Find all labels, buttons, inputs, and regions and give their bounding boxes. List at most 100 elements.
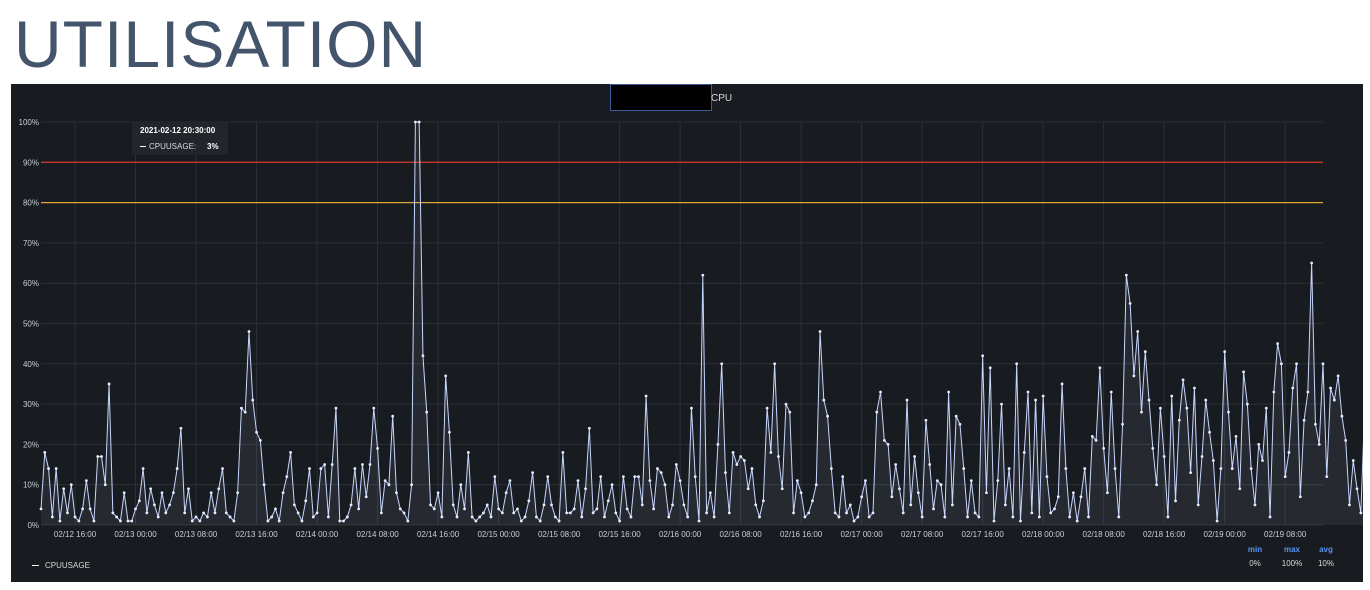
data-point bbox=[576, 479, 580, 483]
data-point bbox=[168, 503, 171, 507]
data-point bbox=[777, 455, 780, 458]
data-point bbox=[1249, 467, 1253, 470]
data-point bbox=[1261, 459, 1264, 462]
data-point bbox=[410, 483, 414, 487]
stat-max-header[interactable]: max bbox=[1283, 545, 1300, 554]
data-point bbox=[327, 515, 330, 519]
data-point bbox=[1196, 503, 1200, 507]
data-point bbox=[153, 503, 156, 507]
data-point bbox=[799, 491, 803, 495]
data-point bbox=[429, 503, 432, 507]
data-point bbox=[1045, 475, 1049, 479]
y-tick-label: 60% bbox=[23, 279, 39, 288]
data-point bbox=[761, 499, 765, 503]
data-point bbox=[1049, 511, 1053, 515]
data-point bbox=[1087, 515, 1090, 519]
data-point bbox=[727, 511, 731, 515]
data-point bbox=[1094, 438, 1098, 442]
slide-title: UTILISATION bbox=[14, 7, 428, 81]
data-point bbox=[935, 479, 939, 483]
data-point bbox=[251, 398, 255, 402]
stat-avg-header[interactable]: avg bbox=[1319, 545, 1333, 554]
data-point bbox=[243, 410, 247, 414]
data-point bbox=[247, 330, 251, 333]
data-point bbox=[349, 503, 353, 507]
data-point bbox=[281, 491, 285, 495]
data-point bbox=[795, 479, 799, 483]
y-tick-label: 70% bbox=[23, 239, 39, 248]
data-point bbox=[720, 362, 724, 366]
data-point bbox=[845, 511, 848, 515]
data-point bbox=[606, 499, 610, 503]
data-point bbox=[145, 511, 149, 515]
y-tick-label: 30% bbox=[23, 400, 39, 409]
data-point bbox=[345, 515, 349, 519]
data-point bbox=[1053, 507, 1056, 511]
data-point bbox=[274, 507, 277, 511]
data-point bbox=[531, 471, 535, 475]
data-point bbox=[1336, 374, 1340, 378]
data-point bbox=[550, 503, 553, 507]
stat-min-header[interactable]: min bbox=[1247, 545, 1263, 554]
data-point bbox=[1060, 382, 1064, 386]
data-point bbox=[572, 507, 576, 511]
data-point bbox=[179, 426, 183, 430]
data-point bbox=[1332, 398, 1336, 402]
tooltip-series-swatch bbox=[140, 146, 146, 148]
data-point bbox=[580, 515, 584, 519]
data-point bbox=[58, 519, 62, 523]
data-point bbox=[1151, 447, 1155, 450]
data-point bbox=[122, 491, 126, 495]
data-point bbox=[194, 515, 198, 519]
data-point bbox=[648, 479, 652, 483]
data-point bbox=[1019, 519, 1022, 523]
data-point bbox=[765, 406, 769, 410]
data-point bbox=[213, 511, 217, 515]
data-point bbox=[1113, 467, 1117, 470]
data-point bbox=[886, 443, 890, 446]
data-point bbox=[149, 487, 153, 491]
data-point bbox=[228, 515, 232, 519]
data-point bbox=[682, 503, 686, 507]
data-point bbox=[898, 487, 901, 491]
data-point bbox=[62, 487, 66, 491]
data-point bbox=[482, 511, 485, 515]
data-point bbox=[792, 511, 795, 515]
data-point bbox=[500, 511, 504, 515]
data-point bbox=[833, 511, 837, 515]
data-point bbox=[693, 475, 697, 479]
data-point bbox=[304, 499, 308, 503]
data-point bbox=[538, 519, 542, 523]
data-point bbox=[1083, 467, 1087, 470]
legend-item-cpuusage[interactable]: CPUUSAGE bbox=[32, 561, 90, 570]
y-tick-label: 0% bbox=[27, 521, 39, 530]
data-point bbox=[939, 483, 943, 487]
data-point bbox=[561, 451, 565, 454]
data-point bbox=[962, 467, 966, 470]
data-point bbox=[1283, 475, 1287, 479]
data-point bbox=[69, 483, 73, 487]
tooltip-series-name: CPUUSAGE: bbox=[149, 142, 197, 151]
data-point bbox=[981, 354, 985, 358]
x-tick-label: 02/13 08:00 bbox=[175, 530, 218, 539]
data-point bbox=[130, 519, 134, 523]
data-point bbox=[1208, 430, 1211, 434]
data-point bbox=[629, 515, 633, 519]
data-point bbox=[1355, 487, 1359, 491]
data-point bbox=[296, 511, 300, 515]
data-point bbox=[1007, 467, 1011, 470]
x-tick-label: 02/14 16:00 bbox=[417, 530, 460, 539]
data-point bbox=[909, 503, 913, 507]
data-point bbox=[323, 463, 327, 466]
data-point bbox=[1106, 491, 1109, 495]
data-point bbox=[569, 511, 572, 515]
data-point bbox=[739, 455, 743, 458]
data-point bbox=[894, 463, 898, 466]
panel-title[interactable]: CPU bbox=[711, 93, 733, 104]
x-tick-label: 02/17 16:00 bbox=[962, 530, 1005, 539]
data-point bbox=[1090, 434, 1094, 438]
data-point bbox=[368, 463, 372, 466]
data-point bbox=[425, 410, 429, 414]
data-point bbox=[224, 511, 228, 515]
x-tick-label: 02/14 00:00 bbox=[296, 530, 339, 539]
